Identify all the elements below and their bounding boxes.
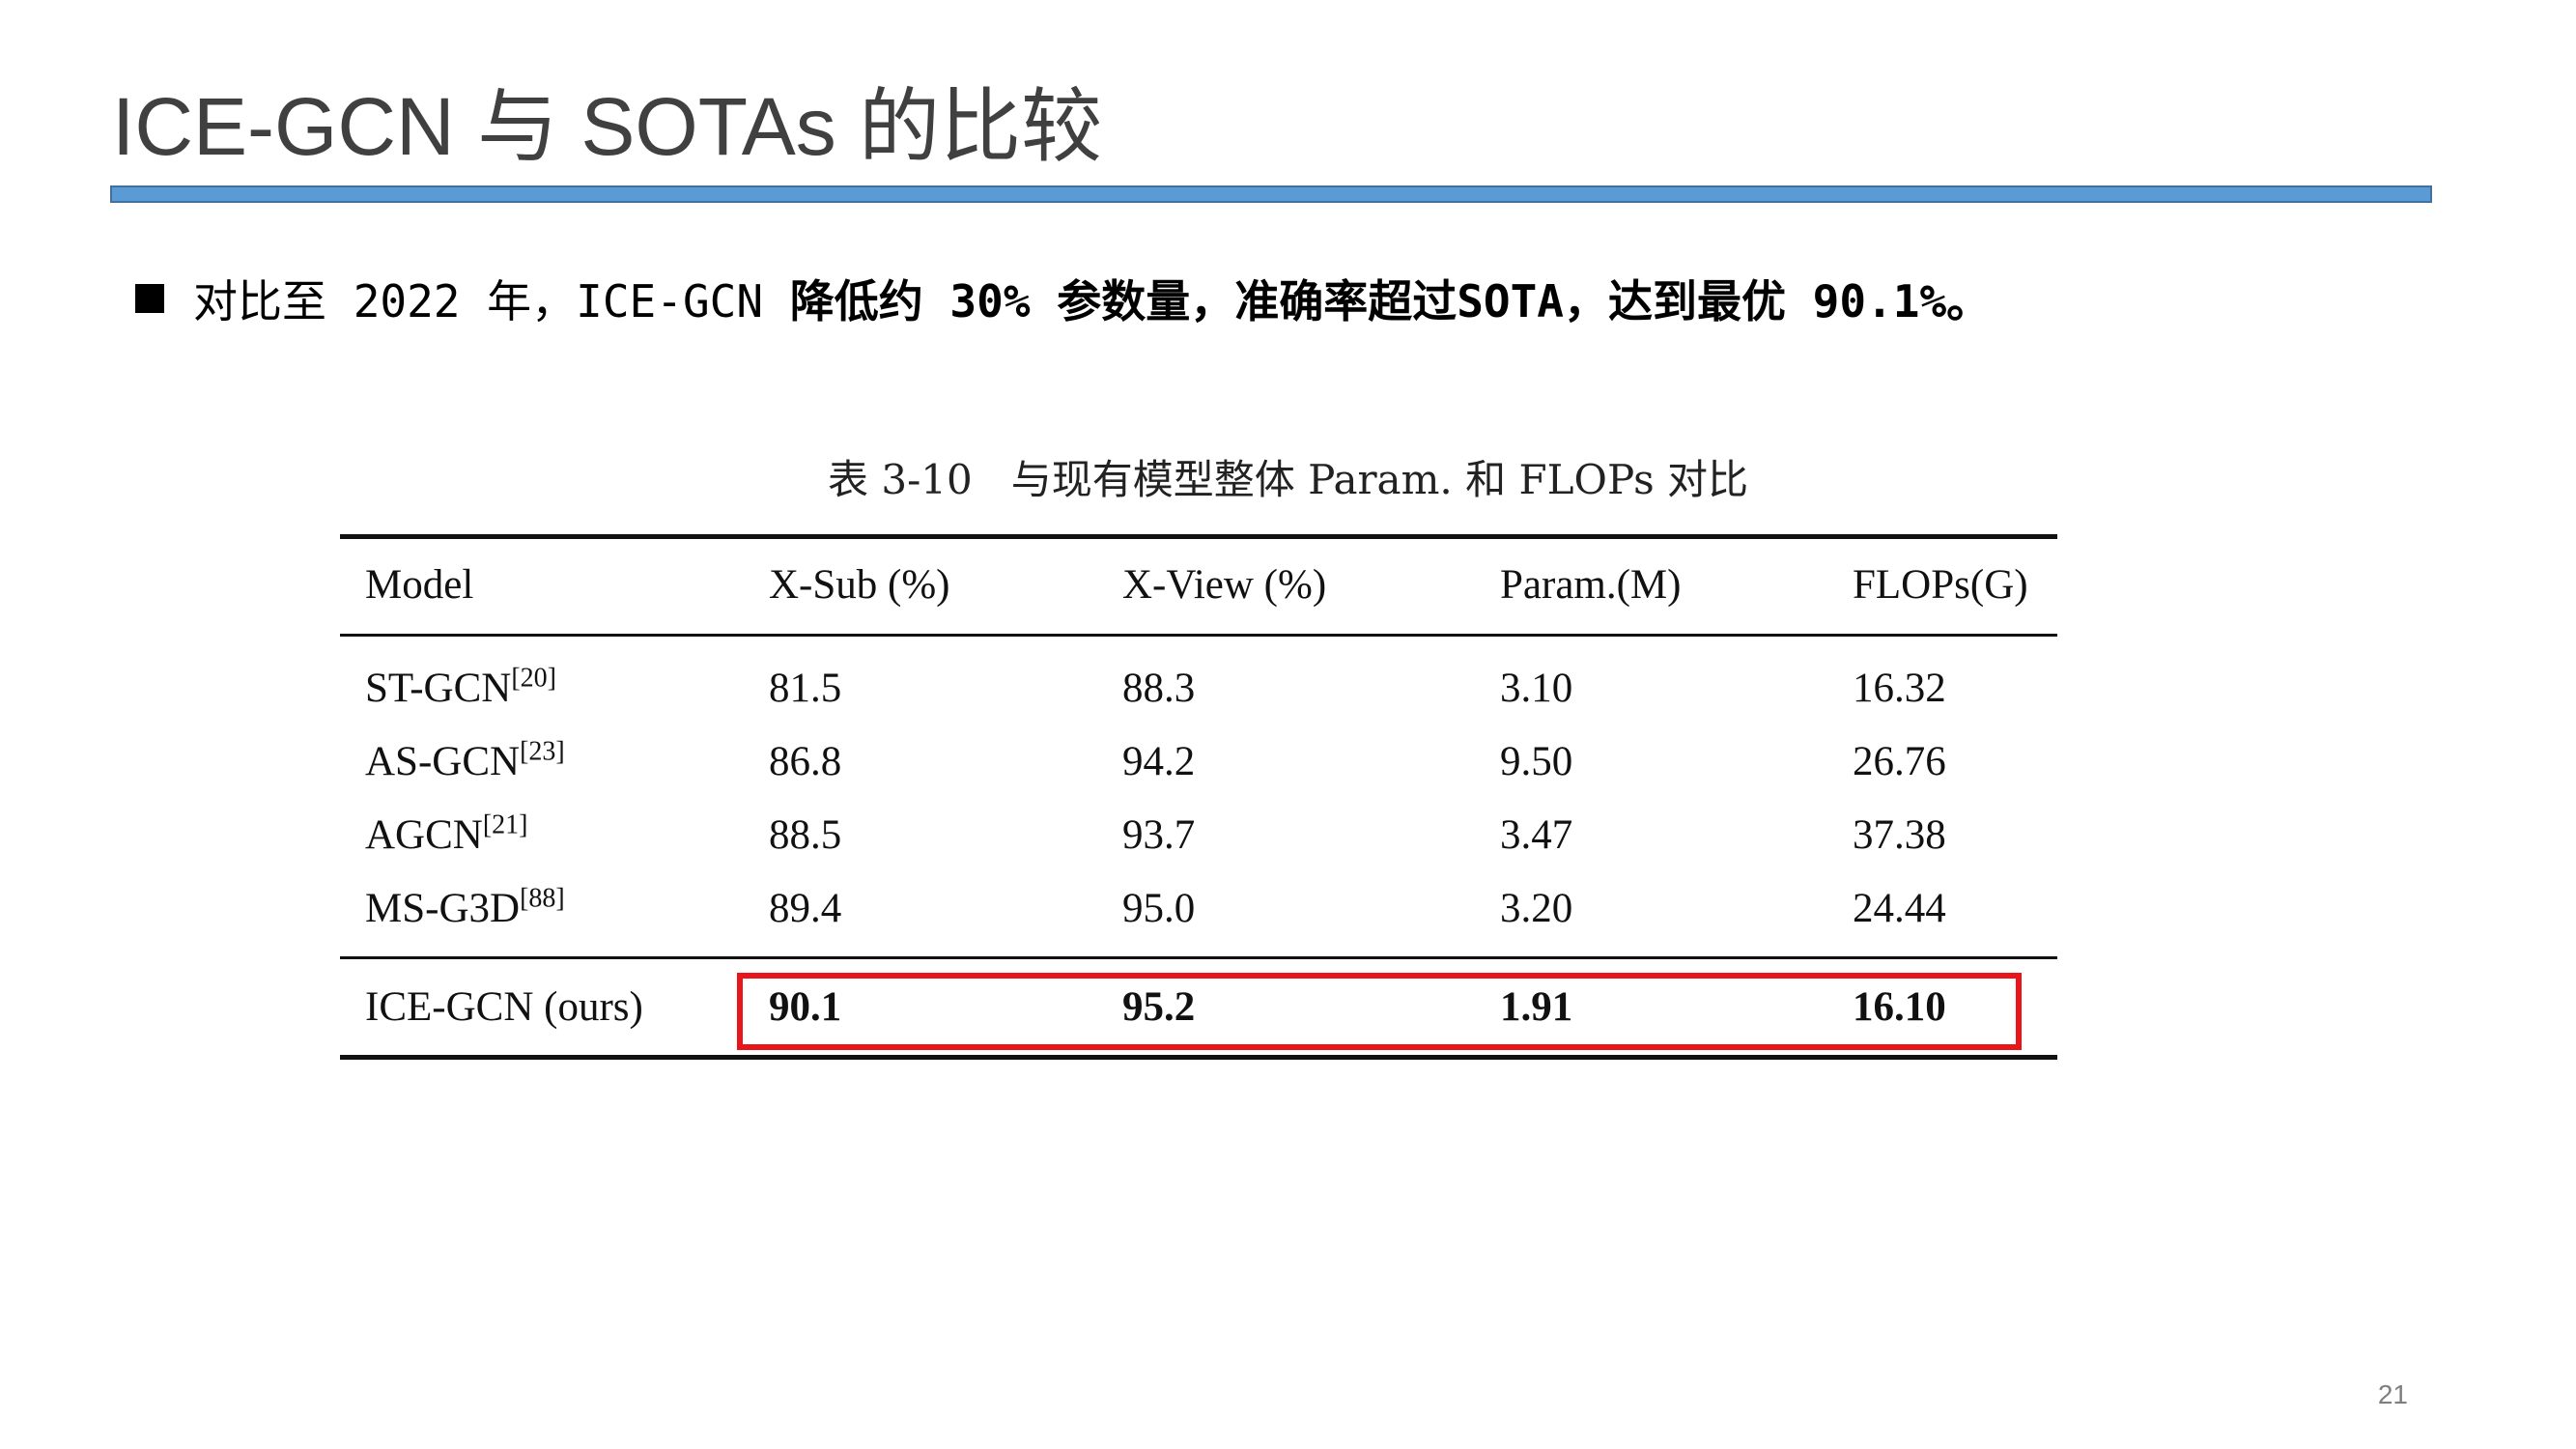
xview-cell: 88.3 (1122, 666, 1196, 711)
model-cell: MS-G3D[88] (365, 883, 565, 931)
xsub-cell: 81.5 (769, 666, 842, 711)
table-row: ST-GCN[20] 81.5 88.3 3.10 16.32 (340, 655, 2057, 723)
flops-cell: 16.32 (1853, 666, 1946, 711)
xsub-cell: 89.4 (769, 886, 842, 931)
page-number: 21 (2377, 1379, 2408, 1409)
table-header-rule (340, 634, 2057, 637)
param-cell: 9.50 (1500, 739, 1573, 784)
model-cell: ICE-GCN (ours) (365, 984, 643, 1030)
model-cell: AS-GCN[23] (365, 736, 565, 784)
table-row: AS-GCN[23] 86.8 94.2 9.50 26.76 (340, 728, 2057, 796)
param-cell: 3.20 (1500, 886, 1573, 931)
header-xview: X-View (%) (1122, 562, 1327, 608)
header-xsub: X-Sub (%) (769, 562, 950, 608)
table-top-rule (340, 534, 2057, 539)
header-flops: FLOPs(G) (1853, 562, 2028, 608)
xview-cell: 95.0 (1122, 886, 1196, 931)
flops-cell: 24.44 (1853, 886, 1946, 931)
square-bullet-icon (135, 284, 164, 313)
highlight-box (737, 973, 2022, 1050)
table-bottom-rule (340, 1055, 2057, 1060)
table-caption-text: 与现有模型整体 Param. 和 FLOPs 对比 (1010, 456, 1748, 503)
bullet-text-intro: 对比至 2022 年，ICE-GCN (193, 275, 790, 327)
xsub-cell: 90.1 (769, 984, 842, 1030)
param-cell: 3.10 (1500, 666, 1573, 711)
table-header-row: Model X-Sub (%) X-View (%) Param.(M) FLO… (340, 552, 2057, 619)
title-underline-bar (110, 185, 2432, 203)
xsub-cell: 88.5 (769, 812, 842, 858)
citation-ref: [21] (482, 810, 528, 840)
citation-ref: [20] (511, 663, 556, 694)
table-caption: 表 3-10 与现有模型整体 Param. 和 FLOPs 对比 (0, 446, 2576, 514)
table-row: MS-G3D[88] 89.4 95.0 3.20 24.44 (340, 875, 2057, 943)
header-model: Model (365, 562, 474, 608)
flops-cell: 26.76 (1853, 739, 1946, 784)
table-caption-number: 表 3-10 (828, 456, 973, 503)
flops-cell: 37.38 (1853, 812, 1946, 858)
flops-cell: 16.10 (1853, 984, 1946, 1030)
bullet-text: 对比至 2022 年，ICE-GCN 降低约 30% 参数量，准确率超过SOTA… (193, 267, 1991, 330)
bullet-point: 对比至 2022 年，ICE-GCN 降低约 30% 参数量，准确率超过SOTA… (135, 265, 1991, 332)
citation-ref: [23] (520, 736, 565, 767)
slide-title: ICE-GCN 与 SOTAs 的比较 (112, 81, 1103, 172)
citation-ref: [88] (520, 883, 565, 914)
model-cell: AGCN[21] (365, 810, 528, 858)
header-param: Param.(M) (1500, 562, 1682, 608)
model-cell: ST-GCN[20] (365, 663, 556, 711)
xview-cell: 94.2 (1122, 739, 1196, 784)
bullet-text-emphasis: 降低约 30% 参数量，准确率超过SOTA，达到最优 90.1%。 (789, 275, 1992, 327)
table-row-ours: ICE-GCN (ours) 90.1 95.2 1.91 16.10 (340, 974, 2057, 1041)
table-separator-rule (340, 956, 2057, 959)
table-row: AGCN[21] 88.5 93.7 3.47 37.38 (340, 802, 2057, 869)
xview-cell: 95.2 (1122, 984, 1196, 1030)
param-cell: 1.91 (1500, 984, 1573, 1030)
xview-cell: 93.7 (1122, 812, 1196, 858)
param-cell: 3.47 (1500, 812, 1573, 858)
xsub-cell: 86.8 (769, 739, 842, 784)
